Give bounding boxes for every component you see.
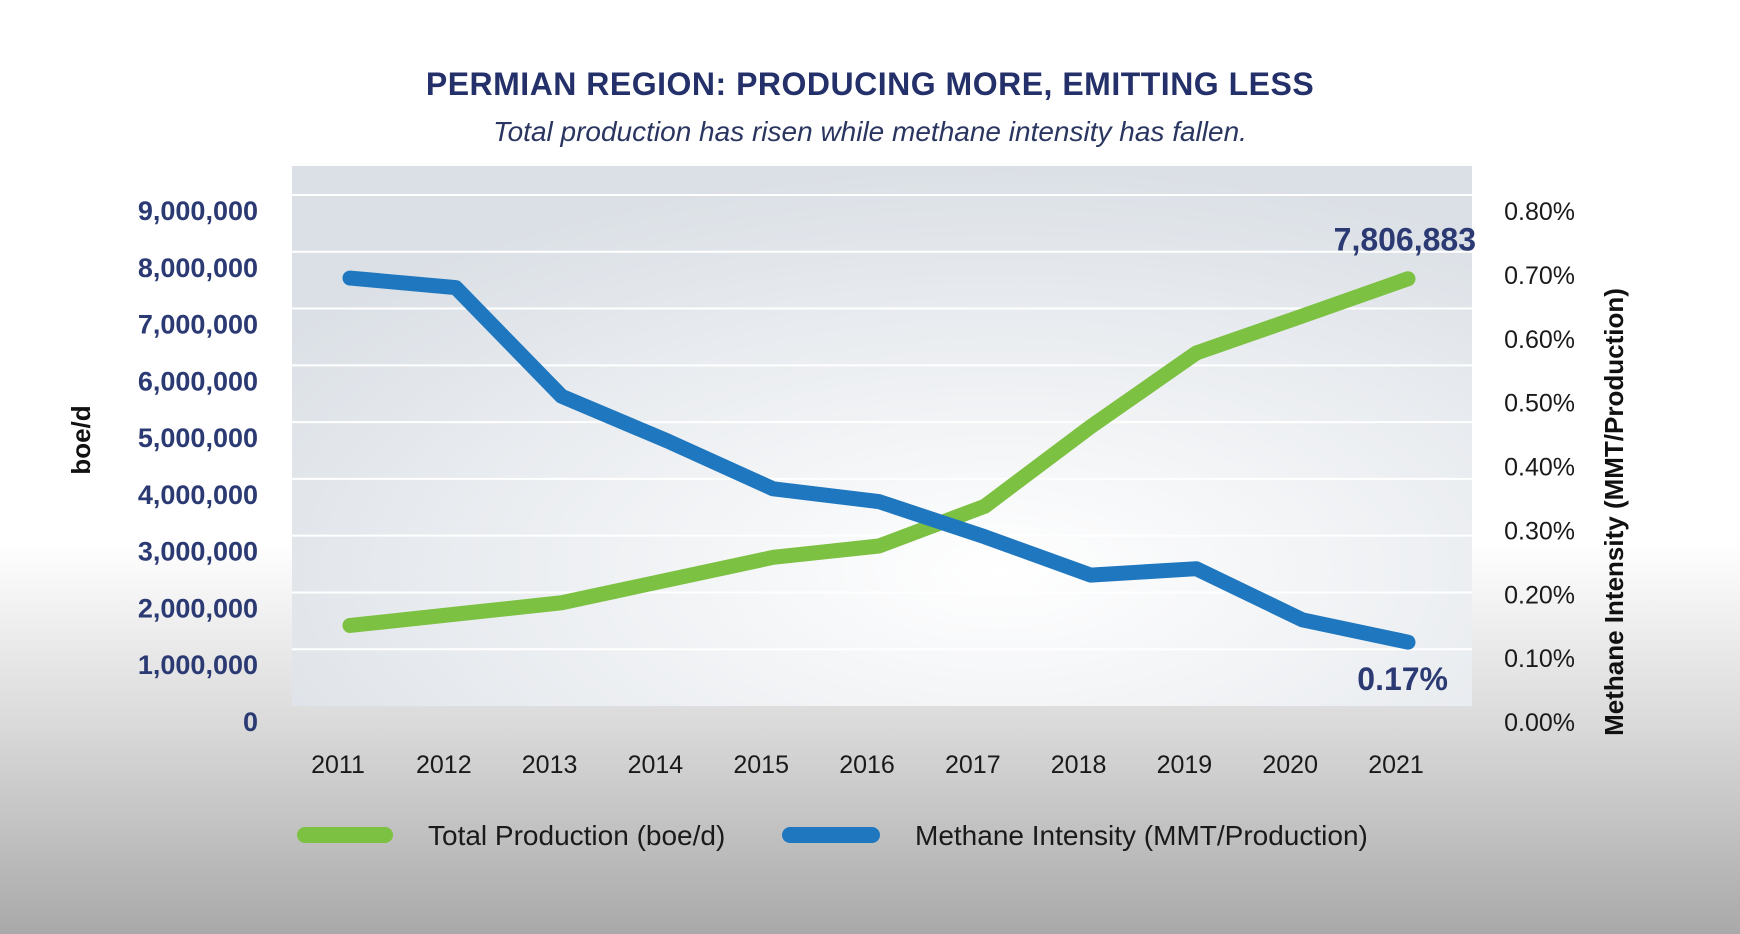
chart-subtitle: Total production has risen while methane…	[493, 116, 1247, 147]
y2-tick-label: 0.20%	[1504, 581, 1575, 609]
y-tick-label: 7,000,000	[138, 310, 258, 340]
legend-label-methane: Methane Intensity (MMT/Production)	[915, 820, 1368, 851]
data-point	[455, 287, 457, 289]
y2-axis-label: Methane Intensity (MMT/Production)	[1599, 288, 1629, 736]
x-tick-label: 2015	[733, 751, 789, 779]
data-point	[561, 395, 563, 397]
y2-tick-label: 0.60%	[1504, 326, 1575, 354]
left-axis-ticks: 0 1,000,000 2,000,000 3,000,000 4,000,000 5,0…	[138, 196, 258, 737]
x-tick-label: 2020	[1262, 751, 1318, 779]
data-point	[1195, 568, 1197, 570]
data-point	[349, 624, 351, 626]
y-tick-label: 6,000,000	[138, 366, 258, 396]
x-tick-label: 2011	[311, 751, 365, 779]
y2-tick-label: 0.30%	[1504, 517, 1575, 545]
data-point	[984, 505, 986, 507]
chart-title: PERMIAN REGION: PRODUCING MORE, EMITTING…	[425, 66, 1315, 102]
y-tick-label: 5,000,000	[138, 423, 258, 453]
x-tick-label: 2019	[1157, 751, 1213, 779]
data-point	[878, 545, 880, 547]
annotations: 7,806,883 0.17%	[1334, 222, 1476, 697]
y-tick-label: 8,000,000	[138, 253, 258, 283]
y2-tick-label: 0.10%	[1504, 645, 1575, 673]
data-point	[1407, 641, 1409, 643]
y-tick-label: 0	[243, 707, 258, 737]
data-point	[1195, 352, 1197, 354]
y2-tick-label: 0.00%	[1504, 709, 1575, 737]
y-axis-label: boe/d	[66, 405, 96, 474]
x-axis-ticks: 2011 2012 2013 2014 2015 2016 2017 2018 2019 2020…	[311, 751, 1424, 779]
y-tick-label: 3,000,000	[138, 537, 258, 567]
legend-label-production: Total Production (boe/d)	[428, 820, 725, 851]
data-point	[455, 613, 457, 615]
y2-tick-label: 0.40%	[1504, 454, 1575, 482]
data-point	[666, 579, 668, 581]
x-tick-label: 2013	[522, 751, 578, 779]
data-point	[1090, 574, 1092, 576]
data-point	[666, 440, 668, 442]
x-tick-label: 2018	[1051, 751, 1107, 779]
data-point	[349, 277, 351, 279]
data-point	[1301, 315, 1303, 317]
data-point	[561, 602, 563, 604]
data-point	[1090, 426, 1092, 428]
y2-tick-label: 0.70%	[1504, 262, 1575, 290]
data-point	[772, 488, 774, 490]
y-tick-label: 9,000,000	[138, 196, 258, 226]
y2-tick-label: 0.80%	[1504, 198, 1575, 226]
x-tick-label: 2012	[416, 751, 472, 779]
data-point	[1407, 278, 1409, 280]
x-tick-label: 2017	[945, 751, 1001, 779]
right-axis-ticks: 0.00% 0.10% 0.20% 0.30% 0.40% 0.50% 0.60% 0.70%…	[1504, 198, 1575, 737]
data-point	[1301, 619, 1303, 621]
data-point	[878, 501, 880, 503]
x-tick-label: 2021	[1368, 751, 1424, 779]
x-tick-label: 2016	[839, 751, 895, 779]
y-tick-label: 2,000,000	[138, 593, 258, 623]
data-label-methane: 0.17%	[1357, 661, 1448, 697]
plot-area	[292, 166, 1472, 706]
y-tick-label: 1,000,000	[138, 650, 258, 680]
x-tick-label: 2014	[628, 751, 684, 779]
y2-tick-label: 0.50%	[1504, 390, 1575, 418]
gridlines	[292, 194, 1472, 651]
data-label-production: 7,806,883	[1334, 222, 1476, 258]
legend: Total Production (boe/d) Methane Intensi…	[297, 820, 1368, 851]
data-point	[772, 556, 774, 558]
y-tick-label: 4,000,000	[138, 480, 258, 510]
data-point	[984, 536, 986, 538]
series-lines	[342, 270, 1416, 650]
